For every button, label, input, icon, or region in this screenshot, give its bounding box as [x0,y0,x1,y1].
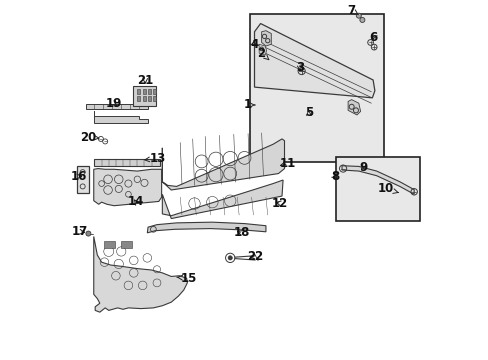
Text: 19: 19 [105,97,122,110]
Text: 14: 14 [127,195,143,208]
Polygon shape [147,222,265,233]
Circle shape [227,256,232,260]
Bar [104,242,115,248]
Bar [137,96,140,101]
Text: 9: 9 [358,161,366,174]
Text: 13: 13 [144,152,166,165]
Text: 18: 18 [233,226,249,239]
Text: 21: 21 [137,74,153,87]
Polygon shape [254,23,374,98]
Text: 2: 2 [257,47,268,60]
Bar [153,89,156,94]
Bar [133,86,156,106]
Text: 10: 10 [377,183,398,195]
Text: 11: 11 [279,157,295,170]
Text: 1: 1 [244,99,254,112]
Text: 7: 7 [347,4,358,17]
Text: 3: 3 [295,61,304,74]
Text: 20: 20 [80,131,99,144]
Polygon shape [162,180,283,219]
Bar [94,158,160,166]
Bar [142,96,145,101]
Polygon shape [94,111,148,123]
Bar [153,96,156,101]
Text: 22: 22 [246,250,263,263]
Polygon shape [341,166,413,194]
Bar [249,14,383,162]
Bar [335,157,419,221]
Text: 5: 5 [304,105,312,119]
Polygon shape [85,104,148,109]
Bar [77,166,89,193]
Bar [148,96,151,101]
Circle shape [86,231,91,236]
Bar [148,89,151,94]
Text: 12: 12 [271,197,288,210]
Polygon shape [261,31,271,46]
Polygon shape [162,139,284,190]
Circle shape [356,13,361,18]
Text: 16: 16 [70,170,86,183]
Bar [121,242,132,248]
Circle shape [359,18,364,22]
Text: 8: 8 [330,170,338,183]
Polygon shape [259,44,266,55]
Polygon shape [94,237,187,312]
Bar [142,89,145,94]
Polygon shape [347,100,360,115]
Bar [137,89,140,94]
Text: 4: 4 [250,38,258,51]
Text: 6: 6 [369,31,377,44]
Text: 15: 15 [177,272,197,285]
Polygon shape [94,168,162,206]
Text: 17: 17 [72,225,88,238]
